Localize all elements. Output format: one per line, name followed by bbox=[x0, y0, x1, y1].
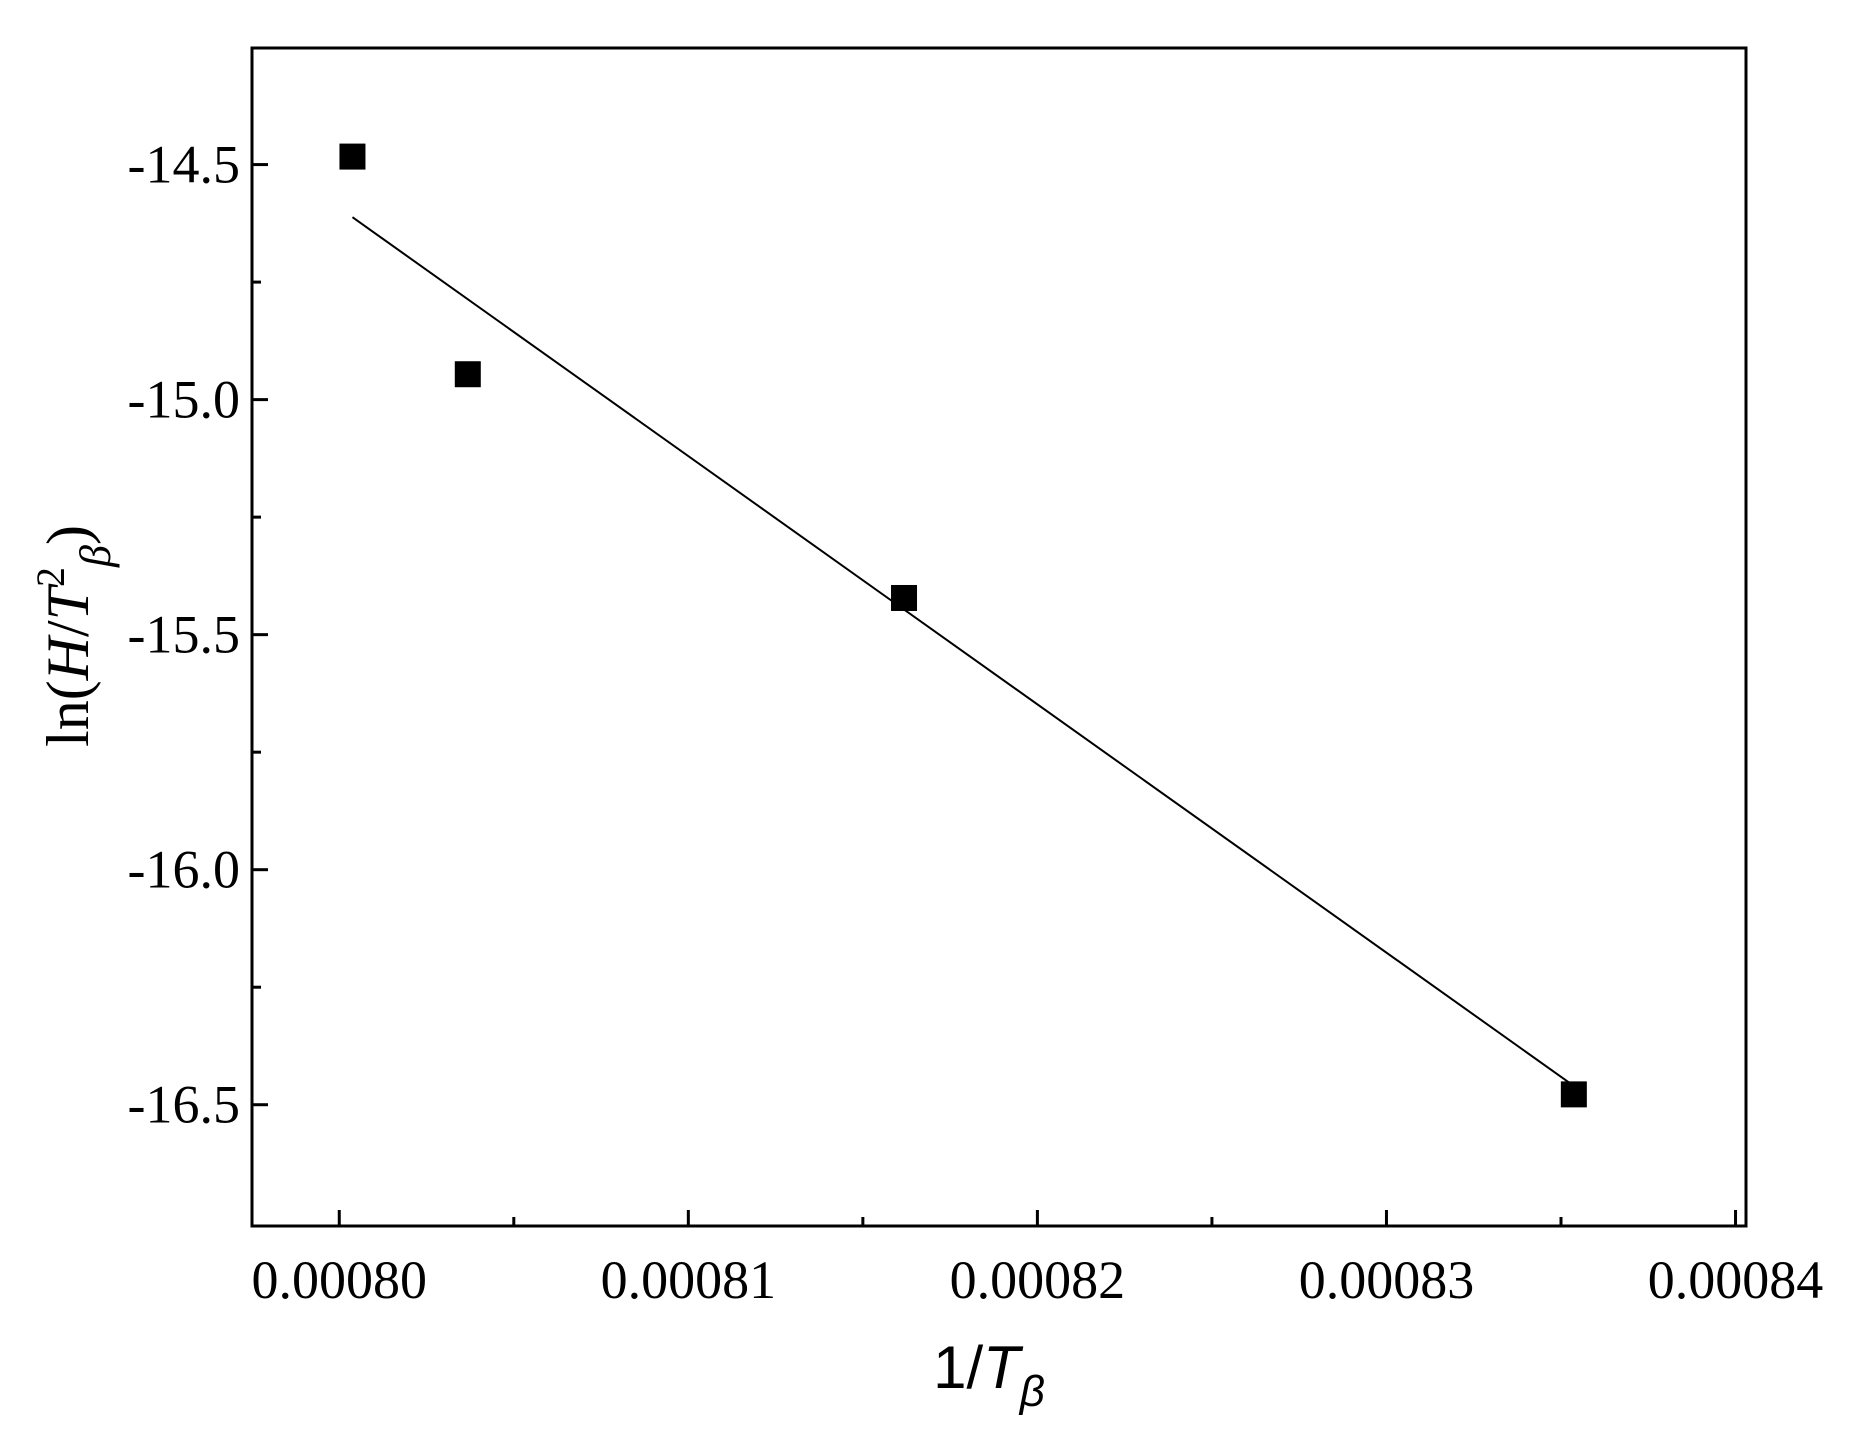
x-axis-title: 1/Tβ bbox=[933, 1334, 1045, 1416]
data-point bbox=[454, 361, 481, 388]
y-axis-title-superscript: 2 bbox=[28, 567, 73, 587]
x-axis-tick-labels: 0.00080 0.00081 0.00082 0.00083 0.00084 bbox=[252, 1250, 1824, 1310]
plot-frame bbox=[250, 46, 1748, 1228]
x-tick-label: 0.00084 bbox=[1648, 1250, 1824, 1310]
y-tick-label: -15.5 bbox=[128, 605, 240, 665]
fit-line bbox=[351, 216, 1575, 1087]
x-axis-title-base: 1/ bbox=[933, 1334, 983, 1401]
y-axis-title-h: H bbox=[35, 633, 101, 681]
y-tick-label: -16.5 bbox=[128, 1075, 240, 1135]
data-points bbox=[339, 143, 1587, 1108]
x-axis-title-italic: T bbox=[983, 1334, 1024, 1401]
y-axis-title-slash: / bbox=[35, 620, 101, 637]
x-axis-title-subscript: β bbox=[1018, 1367, 1045, 1416]
x-tick-label: 0.00083 bbox=[1299, 1250, 1475, 1310]
y-tick-label: -15.0 bbox=[128, 370, 240, 430]
data-point bbox=[1560, 1081, 1587, 1108]
y-axis-title-suffix: ) bbox=[35, 525, 101, 545]
y-axis-ticks bbox=[252, 163, 268, 1107]
y-axis-tick-labels: -14.5 -15.0 -15.5 -16.0 -16.5 bbox=[128, 135, 240, 1135]
x-axis-ticks bbox=[337, 1210, 1738, 1226]
x-tick-label: 0.00082 bbox=[950, 1250, 1126, 1310]
x-tick-label: 0.00081 bbox=[601, 1250, 777, 1310]
data-point bbox=[339, 143, 366, 170]
y-axis-title: ln(H/T2β) bbox=[28, 525, 120, 747]
data-point bbox=[891, 584, 918, 611]
y-axis-title-subscript: β bbox=[71, 545, 120, 568]
y-axis-title-t: T bbox=[35, 583, 101, 620]
y-axis-title-prefix: ln( bbox=[35, 680, 101, 747]
y-tick-label: -14.5 bbox=[128, 135, 240, 195]
x-tick-label: 0.00080 bbox=[252, 1250, 428, 1310]
y-tick-label: -16.0 bbox=[128, 840, 240, 900]
